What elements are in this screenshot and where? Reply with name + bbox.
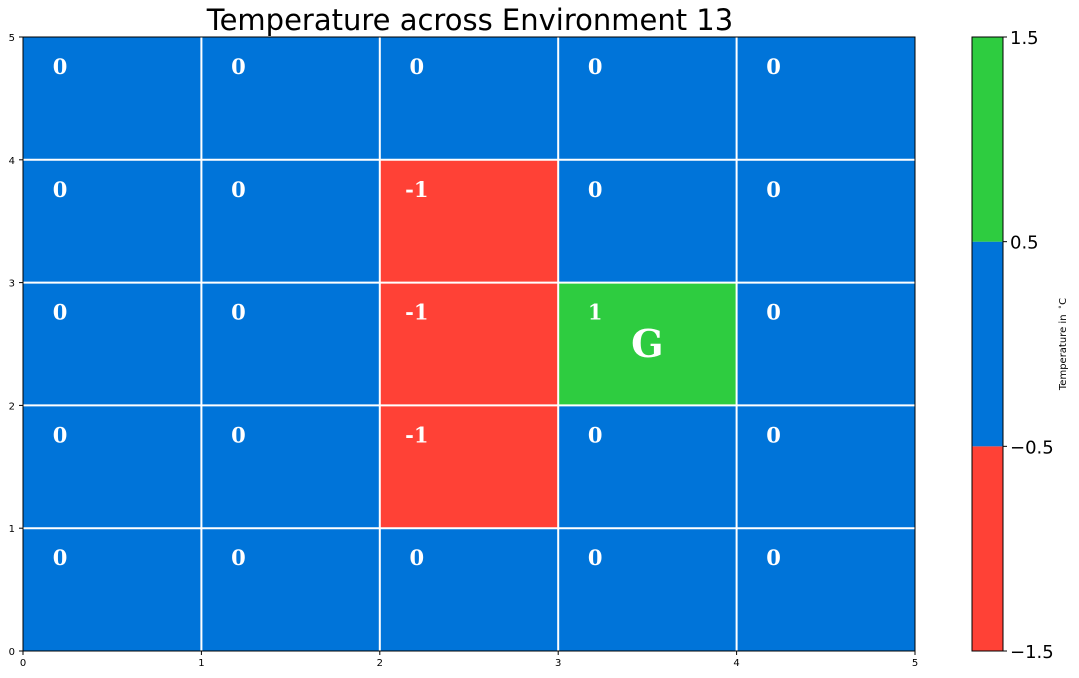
cell-value-label: 0 [766,54,781,79]
colorbar-segment [972,37,1003,242]
cell-value-label: 0 [53,177,68,202]
colorbar-frame [971,36,1004,652]
colorbar: −1.5 −0.5 0.5 1.5 Temperature in ∘C [971,28,1069,663]
cell-labels: 0 0 0 0 0 0 0 -1 0 0 0 0 -1 1 0 0 0 -1 0 0 0 0 0 0 0 G [53,54,781,570]
heatmap-cell [736,405,915,529]
heatmap-cell [558,37,737,160]
heatmap-cell [736,37,915,160]
cell-value-label: 0 [53,422,68,447]
colorbar-tick-label: −0.5 [1010,437,1054,458]
colorbar-tick-label: 0.5 [1010,233,1039,254]
heatmap-cell [379,282,559,406]
heatmap-cell [201,159,380,283]
chart-title: Temperature across Environment 13 [206,3,733,37]
x-tick-label: 1 [198,658,204,669]
y-tick-label: 0 [9,647,15,658]
cell-value-label: 0 [588,54,603,79]
heatmap-cell [379,159,559,283]
heatmap-cell [201,282,380,406]
cell-value-label: 0 [53,545,68,570]
heatmap-cell [736,528,915,651]
x-tick-label: 5 [912,658,918,669]
heatmap-cell [558,405,737,529]
colorbar-tick-label: −1.5 [1010,642,1054,663]
y-tick-label: 2 [9,401,15,412]
colorbar-segment [972,241,1003,447]
colorbar-segment [972,446,1003,651]
axes: 0 1 2 3 4 5 0 1 2 3 4 5 [9,33,919,669]
x-tick-label: 4 [733,658,739,669]
cell-value-label: -1 [405,300,428,325]
heatmap-cell [23,282,202,406]
heatmap-cells [23,37,915,651]
cell-value-label: 0 [766,300,781,325]
heatmap-cell [23,159,202,283]
cell-value-label: 0 [231,177,246,202]
cell-value-label: 0 [766,545,781,570]
cell-value-label: 0 [409,54,424,79]
y-tick-label: 4 [9,156,15,167]
cell-value-label: 0 [409,545,424,570]
cell-value-label: 0 [231,54,246,79]
heatmap-cell [201,405,380,529]
heatmap-cell [379,528,559,651]
grid-lines [23,37,915,651]
heatmap-cell [23,528,202,651]
y-tick-label: 5 [9,33,15,44]
y-tick-label: 3 [9,279,15,290]
heatmap-cell [736,282,915,406]
cell-value-label: 0 [231,422,246,447]
plot-frame [22,36,916,652]
cell-value-label: 0 [231,300,246,325]
heatmap-cell [558,528,737,651]
cell-value-label: 1 [588,300,603,325]
heatmap-cell [201,37,380,160]
heatmap-cell [379,37,559,160]
cell-value-label: 0 [588,177,603,202]
cell-value-label: -1 [405,177,428,202]
x-tick-label: 0 [20,658,26,669]
heatmap-cell [23,37,202,160]
goal-marker: G [631,321,663,366]
cell-value-label: 0 [53,300,68,325]
cell-value-label: 0 [766,422,781,447]
colorbar-tick-label: 1.5 [1010,28,1039,49]
cell-value-label: 0 [231,545,246,570]
y-tick-label: 1 [9,524,15,535]
cell-value-label: -1 [405,422,428,447]
heatmap-cell [558,159,737,283]
colorbar-label: Temperature in ∘C [1056,298,1069,391]
heatmap-cell [23,405,202,529]
cell-value-label: 0 [588,545,603,570]
cell-value-label: 0 [588,422,603,447]
x-tick-label: 2 [377,658,383,669]
heatmap-cell [558,282,737,406]
heatmap-cell [736,159,915,283]
x-tick-label: 3 [555,658,561,669]
heatmap-cell [201,528,380,651]
heatmap-cell [379,405,559,529]
cell-value-label: 0 [766,177,781,202]
cell-value-label: 0 [53,54,68,79]
